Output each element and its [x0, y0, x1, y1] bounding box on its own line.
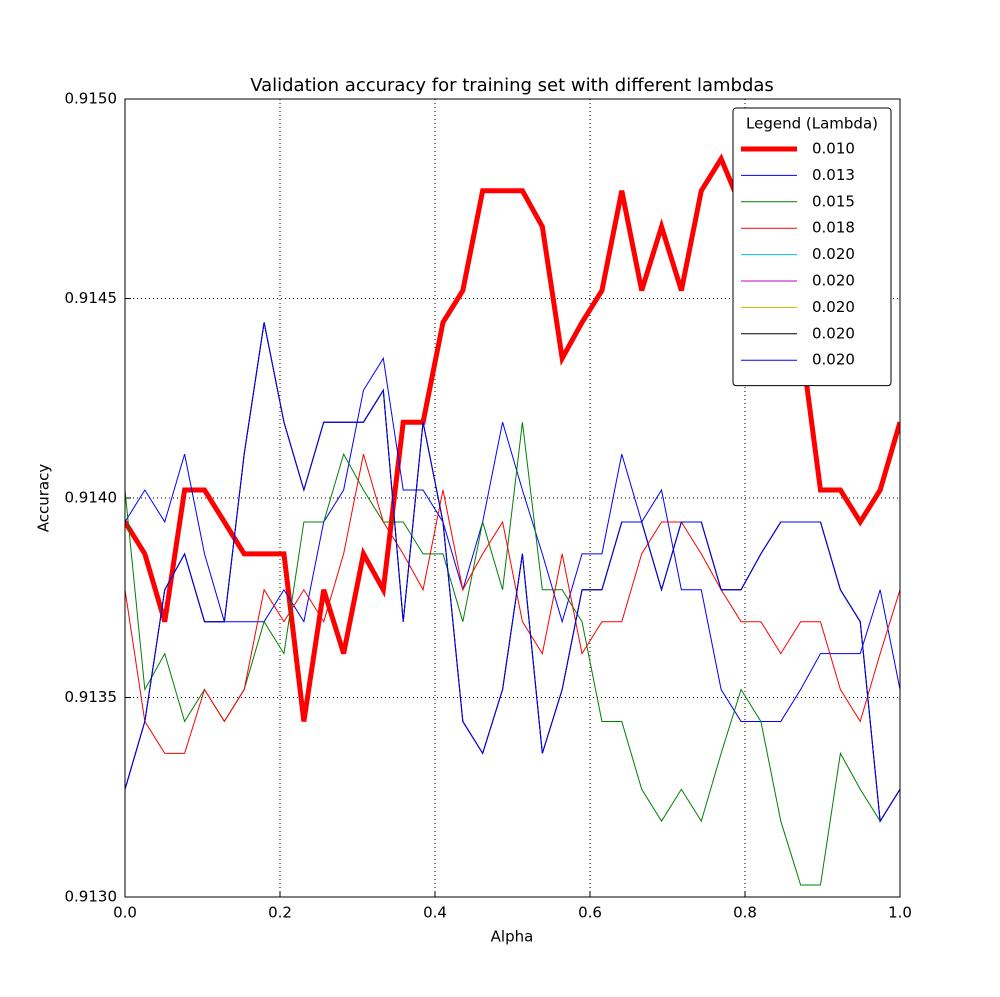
y-tick-label: 0.9145: [65, 289, 118, 307]
series-line: [125, 422, 900, 886]
x-tick-label: 1.0: [888, 904, 912, 922]
x-tick-label: 0.8: [733, 904, 757, 922]
legend-label: 0.015: [812, 192, 855, 210]
chart-title: Validation accuracy for training set wit…: [250, 75, 774, 96]
legend-label: 0.020: [812, 324, 855, 342]
x-tick-label: 0.0: [113, 904, 137, 922]
legend-label: 0.018: [812, 219, 855, 237]
x-axis-label: Alpha: [491, 928, 534, 946]
x-tick-label: 0.2: [268, 904, 292, 922]
y-tick-label: 0.9135: [65, 688, 118, 706]
series-line: [125, 322, 900, 823]
legend-label: 0.013: [812, 166, 855, 184]
legend-label: 0.010: [812, 140, 855, 158]
series-line: [125, 356, 900, 722]
legend-label: 0.020: [812, 351, 855, 369]
x-tick-label: 0.4: [423, 904, 447, 922]
legend-label: 0.020: [812, 298, 855, 316]
x-tick-label: 0.6: [578, 904, 602, 922]
series-line: [125, 453, 900, 754]
y-tick-label: 0.9150: [65, 90, 118, 108]
y-tick-label: 0.9140: [65, 489, 118, 507]
legend-title: Legend (Lambda): [746, 115, 878, 133]
plot-frame: [124, 98, 901, 898]
legend-box: [732, 107, 892, 387]
legend-label: 0.020: [812, 272, 855, 290]
legend: Legend (Lambda) 0.010 0.013 0.015 0.018 0.020…: [732, 107, 892, 387]
legend-label: 0.020: [812, 245, 855, 263]
y-tick-label: 0.9130: [65, 888, 118, 906]
y-axis-label: Accuracy: [35, 464, 53, 533]
